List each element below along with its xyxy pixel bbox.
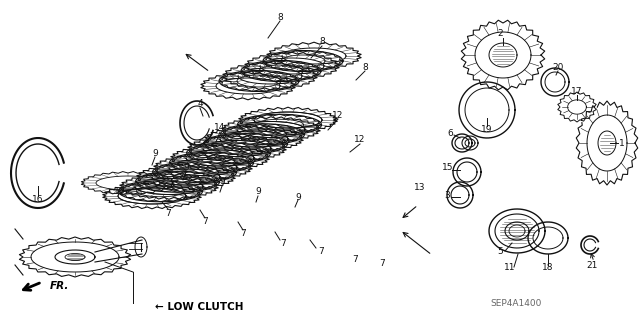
Text: 4: 4 xyxy=(197,100,203,108)
Polygon shape xyxy=(270,44,358,68)
Polygon shape xyxy=(208,128,300,150)
Polygon shape xyxy=(219,70,299,92)
Text: FR.: FR. xyxy=(50,281,69,291)
Polygon shape xyxy=(191,137,283,160)
Polygon shape xyxy=(452,134,472,152)
Polygon shape xyxy=(541,68,569,96)
Text: 7: 7 xyxy=(318,248,324,256)
Text: 9: 9 xyxy=(255,188,261,197)
Text: 12: 12 xyxy=(355,136,365,145)
Text: 3: 3 xyxy=(444,190,450,199)
Polygon shape xyxy=(152,162,237,183)
Text: 9: 9 xyxy=(295,192,301,202)
Polygon shape xyxy=(106,185,198,207)
Text: 1: 1 xyxy=(619,138,625,147)
Polygon shape xyxy=(19,236,131,278)
Polygon shape xyxy=(135,179,203,195)
Polygon shape xyxy=(447,182,473,208)
Polygon shape xyxy=(248,54,336,78)
Polygon shape xyxy=(174,147,266,169)
Polygon shape xyxy=(489,209,545,253)
Text: 7: 7 xyxy=(379,258,385,268)
Text: SEP4A1400: SEP4A1400 xyxy=(490,299,541,308)
Polygon shape xyxy=(263,50,343,71)
Polygon shape xyxy=(186,143,271,164)
Polygon shape xyxy=(204,133,287,154)
Text: 10: 10 xyxy=(115,188,125,197)
Text: 12: 12 xyxy=(332,110,344,120)
Text: 8: 8 xyxy=(277,12,283,21)
Polygon shape xyxy=(118,181,202,202)
Polygon shape xyxy=(204,74,292,98)
Polygon shape xyxy=(170,152,253,173)
Text: 15: 15 xyxy=(442,164,454,173)
Text: 18: 18 xyxy=(542,263,554,272)
Polygon shape xyxy=(242,109,334,131)
Polygon shape xyxy=(186,150,254,166)
Polygon shape xyxy=(169,160,237,175)
Polygon shape xyxy=(462,136,478,150)
Polygon shape xyxy=(123,175,215,197)
Polygon shape xyxy=(505,222,529,240)
Text: 20: 20 xyxy=(552,63,564,72)
Polygon shape xyxy=(241,61,321,81)
Polygon shape xyxy=(558,92,596,122)
Text: 5: 5 xyxy=(497,248,503,256)
Text: 2: 2 xyxy=(497,28,503,38)
Text: 17: 17 xyxy=(572,86,583,95)
Text: 19: 19 xyxy=(481,125,493,135)
Text: 13: 13 xyxy=(414,183,426,192)
Text: 7: 7 xyxy=(165,209,171,218)
Polygon shape xyxy=(226,64,314,88)
Polygon shape xyxy=(459,82,515,138)
Text: 7: 7 xyxy=(280,240,286,249)
Polygon shape xyxy=(254,112,322,128)
Text: 8: 8 xyxy=(362,63,368,71)
Polygon shape xyxy=(237,122,305,137)
Text: 6: 6 xyxy=(447,129,453,137)
Polygon shape xyxy=(453,158,481,186)
Polygon shape xyxy=(140,166,232,188)
Polygon shape xyxy=(152,169,220,185)
Polygon shape xyxy=(528,222,568,254)
Polygon shape xyxy=(157,157,249,179)
Text: 7: 7 xyxy=(202,218,208,226)
Text: 11: 11 xyxy=(504,263,516,272)
Text: 16: 16 xyxy=(32,196,44,204)
Text: ← LOW CLUTCH: ← LOW CLUTCH xyxy=(155,302,243,312)
Text: 7: 7 xyxy=(240,229,246,239)
Polygon shape xyxy=(463,21,543,89)
Text: 14: 14 xyxy=(214,123,226,132)
Text: 9: 9 xyxy=(152,149,158,158)
Text: 7: 7 xyxy=(352,255,358,263)
Polygon shape xyxy=(136,171,220,192)
Polygon shape xyxy=(221,124,305,145)
Text: 21: 21 xyxy=(586,261,598,270)
Polygon shape xyxy=(225,118,317,140)
Text: 9: 9 xyxy=(183,164,189,173)
Polygon shape xyxy=(577,103,637,183)
Polygon shape xyxy=(118,188,186,204)
Polygon shape xyxy=(220,131,288,147)
Text: 9: 9 xyxy=(219,177,225,187)
Polygon shape xyxy=(203,140,271,157)
Text: 8: 8 xyxy=(319,38,325,47)
Polygon shape xyxy=(237,114,321,135)
